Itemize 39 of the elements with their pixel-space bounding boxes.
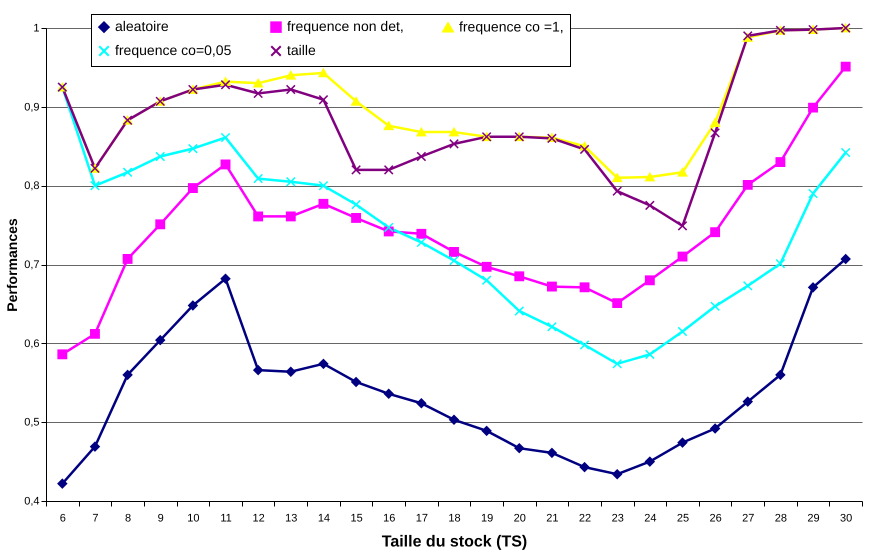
x-tick-label: 13 xyxy=(285,512,298,524)
legend-label: aleatoire xyxy=(115,18,169,34)
legend-label: frequence co =1, xyxy=(459,18,564,34)
y-tick-label: 0,5 xyxy=(24,416,40,429)
x-tick-label: 16 xyxy=(383,512,396,524)
x-tick-label: 21 xyxy=(546,512,559,524)
x-tick-label: 27 xyxy=(742,512,754,524)
x-tick-label: 7 xyxy=(92,512,99,524)
x-tick-label: 30 xyxy=(840,512,852,524)
y-tick-label: 0,4 xyxy=(24,496,40,508)
y-tick-label: 0,6 xyxy=(24,338,40,350)
x-tick-label: 22 xyxy=(578,512,592,524)
legend-label: frequence co=0,05 xyxy=(115,42,232,58)
x-tick-label: 15 xyxy=(350,512,363,524)
x-tick-label: 12 xyxy=(252,512,265,524)
y-axis-title: Performances xyxy=(4,218,20,312)
legend-label: frequence non det, xyxy=(287,18,404,34)
x-tick-label: 9 xyxy=(158,512,164,524)
x-tick-label: 20 xyxy=(514,512,526,524)
x-tick-label: 24 xyxy=(644,512,656,524)
y-tick-label: 0,7 xyxy=(24,259,40,271)
x-tick-label: 8 xyxy=(125,512,132,524)
y-tick-label: 1 xyxy=(33,22,40,34)
x-tick-label: 11 xyxy=(220,512,232,524)
x-tick-label: 17 xyxy=(416,512,428,524)
x-tick-label: 25 xyxy=(676,512,690,524)
x-tick-label: 29 xyxy=(807,512,820,524)
legend-label: taille xyxy=(287,42,316,58)
x-tick-label: 23 xyxy=(612,512,624,524)
x-tick-label: 14 xyxy=(318,512,330,524)
y-tick-label: 0,9 xyxy=(24,101,40,114)
x-tick-label: 18 xyxy=(448,512,461,524)
x-tick-label: 28 xyxy=(774,512,788,524)
x-tick-label: 26 xyxy=(709,512,722,524)
x-tick-label: 6 xyxy=(60,512,66,524)
x-axis-title: Taille du stock (TS) xyxy=(382,534,528,550)
x-tick-label: 10 xyxy=(187,512,200,524)
y-tick-label: 0,8 xyxy=(24,180,40,192)
x-tick-label: 19 xyxy=(481,512,494,524)
